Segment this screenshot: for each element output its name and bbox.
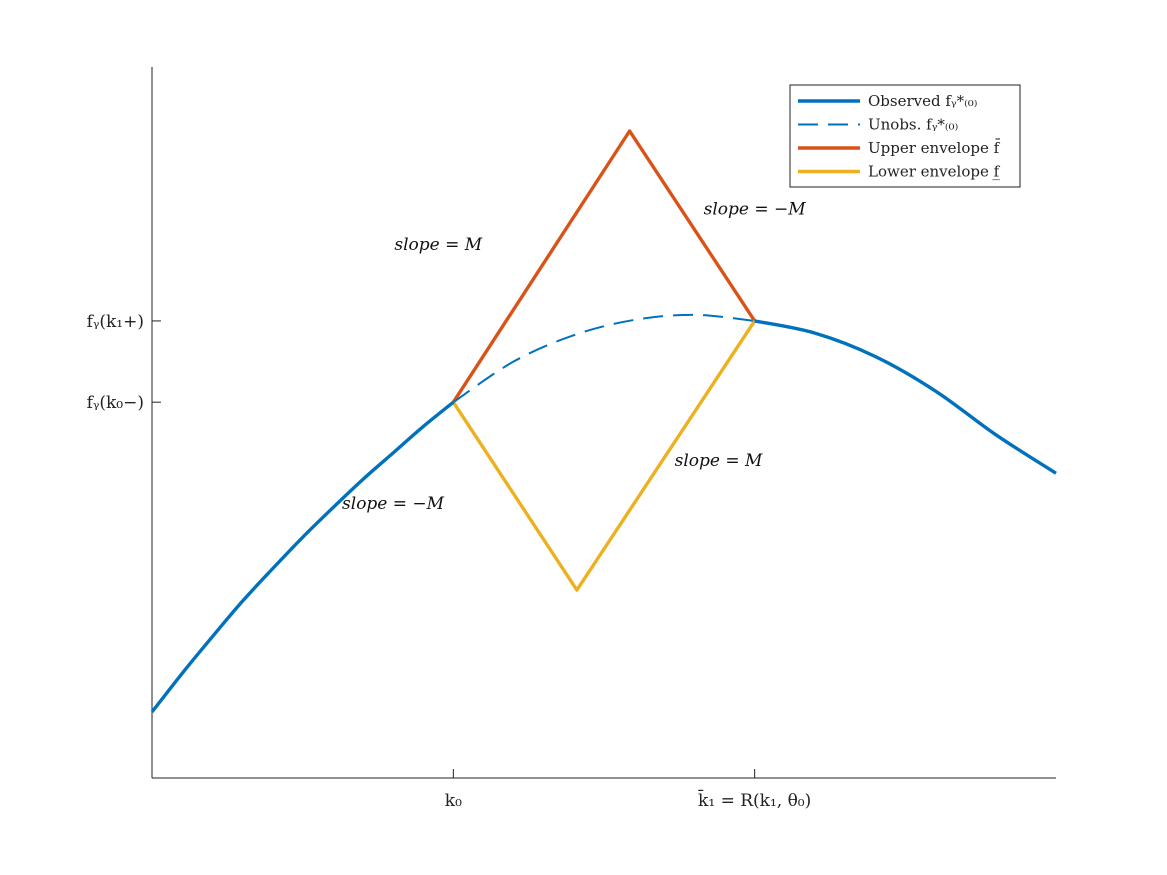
x-tick-label: k₀ xyxy=(445,791,462,811)
y-tick-label: fᵧ(k₀−) xyxy=(87,393,144,413)
legend-entry: Observed fᵧ*₍₀₎ xyxy=(868,92,977,110)
slope-annotation: slope = −M xyxy=(342,494,445,514)
series-line-4 xyxy=(451,319,757,592)
annotations: slope = M slope = −M slope = −M slope = M xyxy=(342,199,806,514)
plot-lines xyxy=(150,129,1057,714)
legend: Observed fᵧ*₍₀₎ Unobs. fᵧ*₍₀₎ Upper envelo… xyxy=(789,84,1021,188)
series-line-1 xyxy=(452,313,755,404)
series-line-3 xyxy=(451,129,757,404)
legend-entry: Lower envelope f̲ xyxy=(868,163,1001,181)
x-tick-label: k̄₁ = R(k₁, θ₀) xyxy=(698,788,811,811)
series-line-2 xyxy=(754,319,1057,475)
slope-annotation: slope = −M xyxy=(704,199,807,219)
legend-entry: Unobs. fᵧ*₍₀₎ xyxy=(868,116,958,134)
legend-entry: Upper envelope f̄ xyxy=(868,139,1001,157)
slope-annotation: slope = M xyxy=(675,451,763,471)
series-line-0 xyxy=(150,400,455,714)
y-tick-label: fᵧ(k₁+) xyxy=(87,312,144,332)
axes: k₀ k̄₁ = R(k₁, θ₀) fᵧ(k₀−) fᵧ(k₁+) xyxy=(87,67,1056,811)
slope-annotation: slope = M xyxy=(394,235,482,255)
